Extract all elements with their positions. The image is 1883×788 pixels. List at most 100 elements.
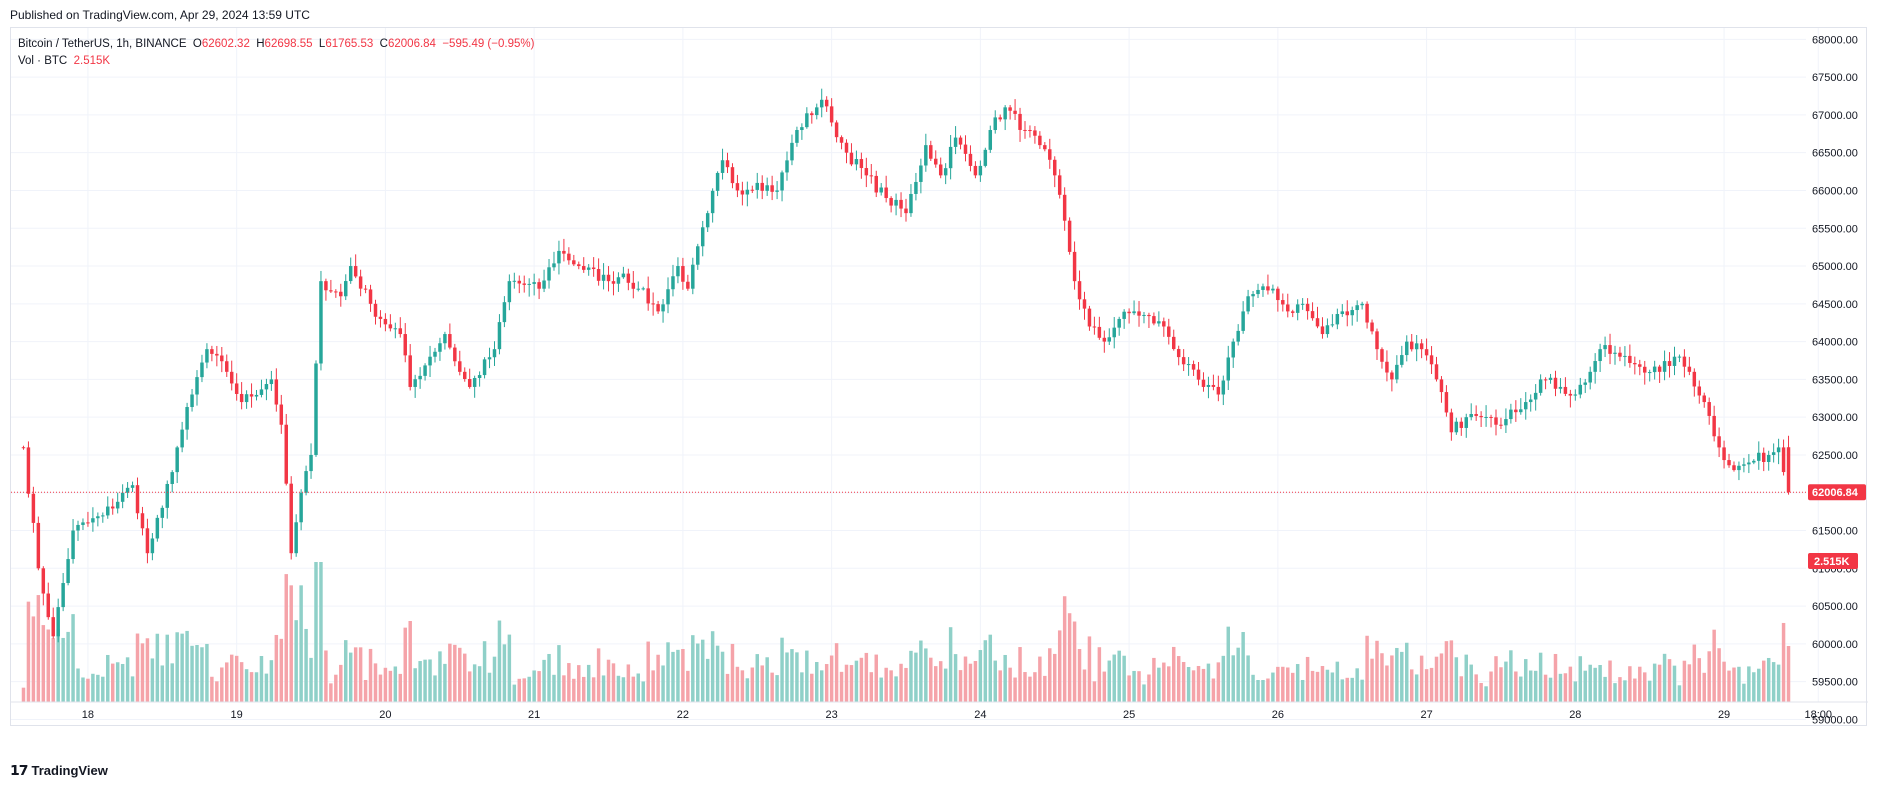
candle-body: [1776, 447, 1781, 453]
candle-body: [71, 530, 75, 560]
volume-bar: [606, 659, 611, 702]
candle-body: [934, 158, 938, 165]
candle-body: [1499, 424, 1503, 426]
candle-body: [626, 273, 631, 283]
volume-bar: [190, 645, 194, 702]
candle-body: [1613, 352, 1617, 354]
volume-bar: [334, 674, 338, 702]
volume-bar: [1747, 666, 1751, 702]
volume-bar: [1593, 667, 1597, 702]
candle-body: [1251, 294, 1255, 297]
candle-body: [200, 362, 204, 378]
candle-body: [691, 264, 695, 289]
chart-frame[interactable]: 68000.00 67500.00 67000.00 66500.00 66000.00…: [10, 27, 1868, 727]
y-tick-label: 59500.00: [1812, 677, 1858, 689]
last-price-label: 62006.84: [1812, 487, 1859, 499]
candle-body: [1102, 337, 1107, 342]
volume-bar: [1608, 660, 1612, 702]
volume-bar: [1657, 664, 1662, 702]
y-tick-label: 67500.00: [1812, 72, 1858, 84]
candle-body: [145, 528, 150, 554]
candle-body: [190, 394, 194, 408]
candle-body: [899, 199, 903, 209]
time-axis: 18 19 20 21 22 23 24 25 26 27 28 29 18:00: [11, 701, 1868, 721]
candle-body: [229, 371, 234, 384]
volume-bar: [363, 679, 368, 702]
candle-body: [810, 113, 814, 116]
volume-bar: [1082, 669, 1087, 702]
candle-body: [983, 149, 988, 166]
candle-body: [413, 379, 417, 387]
y-tick-label: 62500.00: [1812, 450, 1858, 462]
volume-bar: [844, 664, 849, 702]
candle-body: [904, 208, 908, 214]
candle-body: [304, 471, 308, 493]
candle-body: [824, 99, 829, 107]
y-tick-label: 60000.00: [1812, 639, 1858, 651]
candle-body: [869, 175, 874, 177]
candle-body: [393, 328, 398, 330]
volume-bar: [324, 650, 328, 702]
volume-bar: [1181, 661, 1186, 702]
y-tick-label: 64000.00: [1812, 337, 1858, 349]
candle-body: [279, 404, 284, 425]
candle-body: [740, 190, 745, 195]
candle-body: [1424, 349, 1429, 356]
volume-bar: [274, 634, 279, 702]
x-tick-label: 26: [1272, 709, 1284, 721]
candle-body: [815, 107, 819, 116]
volume-bar: [254, 672, 259, 702]
volume-bar: [358, 647, 363, 702]
volume-bar: [66, 631, 70, 702]
x-tick-label: 20: [379, 709, 391, 721]
volume-bar: [1687, 664, 1692, 702]
candle-body: [324, 281, 328, 291]
tradingview-logo[interactable]: 𝟭𝟳 TradingView: [10, 762, 108, 779]
volume-bar: [1727, 670, 1731, 702]
candle-body: [844, 142, 849, 153]
candle-body: [1647, 372, 1652, 374]
candle-body: [542, 280, 546, 289]
volume-bar: [229, 654, 234, 702]
candle-body: [1578, 384, 1583, 395]
candle-body: [611, 281, 616, 284]
volume-bar: [601, 675, 606, 702]
candle-body: [958, 137, 963, 145]
price-chart[interactable]: 68000.00 67500.00 67000.00 66500.00 66000.00…: [11, 28, 1868, 727]
volume-bar: [388, 670, 393, 702]
candle-body: [859, 159, 864, 169]
price-axis: 68000.00 67500.00 67000.00 66500.00 66000.00…: [1808, 34, 1866, 726]
candle-body: [760, 182, 764, 191]
volume-bar: [41, 625, 46, 702]
volume-bar: [1092, 681, 1097, 702]
candle-body: [527, 283, 531, 285]
volume-bar: [805, 650, 809, 702]
candle-body: [1464, 417, 1468, 428]
candle-body: [1727, 460, 1731, 466]
volume-bar: [1266, 678, 1270, 702]
candle-body: [155, 517, 160, 539]
volume-bar: [453, 644, 457, 702]
legend-high-label: H: [256, 38, 265, 50]
volume-bar: [1330, 672, 1335, 702]
candle-body: [1266, 286, 1270, 291]
candle-body: [388, 324, 393, 329]
volume-bar: [1598, 664, 1602, 702]
volume-bar: [1256, 679, 1260, 702]
y-tick-label: 66000.00: [1812, 185, 1858, 197]
candle-body: [666, 289, 670, 305]
volume-bar: [467, 671, 472, 702]
x-tick-label: 19: [231, 709, 243, 721]
candle-body: [1444, 392, 1449, 413]
candle-body: [1375, 331, 1379, 350]
volume-bar: [765, 657, 769, 702]
candle-body: [998, 117, 1002, 120]
volume-bar: [700, 639, 705, 702]
volume-bar: [1191, 670, 1196, 702]
legend-price-row: Bitcoin / TetherUS, 1h, BINANCE O62602.3…: [18, 36, 534, 53]
candle-body: [1449, 412, 1454, 433]
volume-bar: [720, 651, 725, 702]
volume-bar: [869, 672, 874, 702]
candle-body: [507, 281, 512, 303]
candle-body: [562, 250, 566, 254]
